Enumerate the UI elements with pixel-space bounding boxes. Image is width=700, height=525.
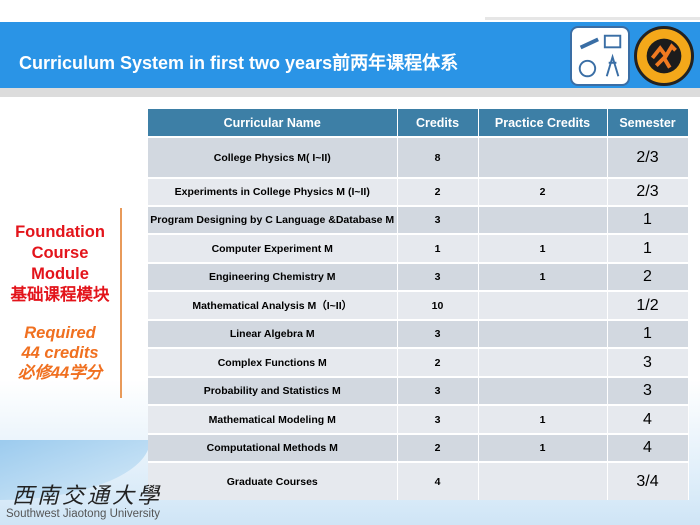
- table-row: Experiments in College Physics M (I~II) 2…: [148, 177, 689, 206]
- table-row: Mathematical Analysis M（I~II） 10 1/2: [148, 290, 689, 320]
- column-header-practice: Practice Credits: [478, 109, 608, 137]
- table-row: College Physics M( I~II) 8 2/3: [148, 136, 689, 178]
- cell-semester: 4: [607, 404, 689, 434]
- cell-credits: 3: [397, 376, 479, 405]
- module-description: Foundation Course Module 基础课程模块 Required…: [0, 222, 120, 383]
- top-divider: [485, 17, 700, 20]
- cell-semester: 3/4: [607, 461, 689, 500]
- cell-practice-credits: [478, 347, 608, 377]
- cell-practice-credits: [478, 319, 608, 348]
- cell-name: Mathematical Analysis M（I~II）: [148, 290, 398, 320]
- cell-credits: 1: [397, 233, 479, 263]
- cell-name: Computational Methods M: [148, 433, 398, 462]
- cell-credits: 8: [397, 136, 479, 178]
- cell-practice-credits: 1: [478, 262, 608, 291]
- cell-practice-credits: 1: [478, 233, 608, 263]
- cell-semester: 2/3: [607, 136, 689, 178]
- cell-name: Linear Algebra M: [148, 319, 398, 348]
- cell-credits: 10: [397, 290, 479, 320]
- cell-semester: 3: [607, 376, 689, 405]
- cell-name: Engineering Chemistry M: [148, 262, 398, 291]
- title-band-shadow: [0, 88, 700, 97]
- cell-name: Computer Experiment M: [148, 233, 398, 263]
- cell-name: Graduate Courses: [148, 461, 398, 500]
- cell-name: Program Designing by C Language &Databas…: [148, 205, 398, 234]
- cell-name: Experiments in College Physics M (I~II): [148, 177, 398, 206]
- cell-practice-credits: [478, 461, 608, 500]
- cell-credits: 2: [397, 433, 479, 462]
- cell-practice-credits: [478, 376, 608, 405]
- required-credits-cn: 必修44学分: [17, 364, 103, 382]
- page-title: Curriculum System in first two years前两年课…: [19, 53, 459, 73]
- curriculum-table: Curricular Name Credits Practice Credits…: [148, 109, 689, 500]
- cell-semester: 2: [607, 262, 689, 291]
- cell-semester: 4: [607, 433, 689, 462]
- honors-college-logo: [634, 26, 694, 86]
- cell-credits: 2: [397, 347, 479, 377]
- university-name-cn: 西南交通大學: [12, 484, 163, 509]
- cell-practice-credits: 1: [478, 433, 608, 462]
- module-name-line: Course: [31, 244, 89, 262]
- cell-name: Probability and Statistics M: [148, 376, 398, 405]
- university-name-en: Southwest Jiaotong University: [6, 508, 161, 520]
- cell-practice-credits: [478, 205, 608, 234]
- required-credits: 44 credits: [21, 344, 99, 362]
- cell-credits: 3: [397, 205, 479, 234]
- cell-name: College Physics M( I~II): [148, 136, 398, 178]
- table-row: Graduate Courses 4 3/4: [148, 461, 689, 500]
- table-header-row: Curricular Name Credits Practice Credits…: [148, 109, 689, 137]
- cell-credits: 3: [397, 404, 479, 434]
- cell-semester: 2/3: [607, 177, 689, 206]
- module-name-cn: 基础课程模块: [10, 286, 110, 304]
- cell-semester: 1: [607, 233, 689, 263]
- cell-practice-credits: [478, 136, 608, 178]
- cell-credits: 4: [397, 461, 479, 500]
- column-header-credits: Credits: [397, 109, 479, 137]
- required-label: Required: [24, 324, 96, 342]
- cell-practice-credits: [478, 290, 608, 320]
- cell-credits: 3: [397, 319, 479, 348]
- swjtu-logo: [570, 26, 630, 86]
- cell-practice-credits: 1: [478, 404, 608, 434]
- column-header-semester: Semester: [607, 109, 689, 137]
- module-name-line: Module: [31, 265, 89, 283]
- cell-name: Complex Functions M: [148, 347, 398, 377]
- column-header-name: Curricular Name: [148, 109, 398, 137]
- table-row: Program Designing by C Language &Databas…: [148, 205, 689, 234]
- cell-credits: 3: [397, 262, 479, 291]
- cell-semester: 1: [607, 205, 689, 234]
- cell-semester: 1/2: [607, 290, 689, 320]
- cell-semester: 3: [607, 347, 689, 377]
- side-divider: [120, 208, 122, 398]
- cell-practice-credits: 2: [478, 177, 608, 206]
- cell-semester: 1: [607, 319, 689, 348]
- cell-name: Mathematical Modeling M: [148, 404, 398, 434]
- module-name-line: Foundation: [15, 223, 105, 241]
- cell-credits: 2: [397, 177, 479, 206]
